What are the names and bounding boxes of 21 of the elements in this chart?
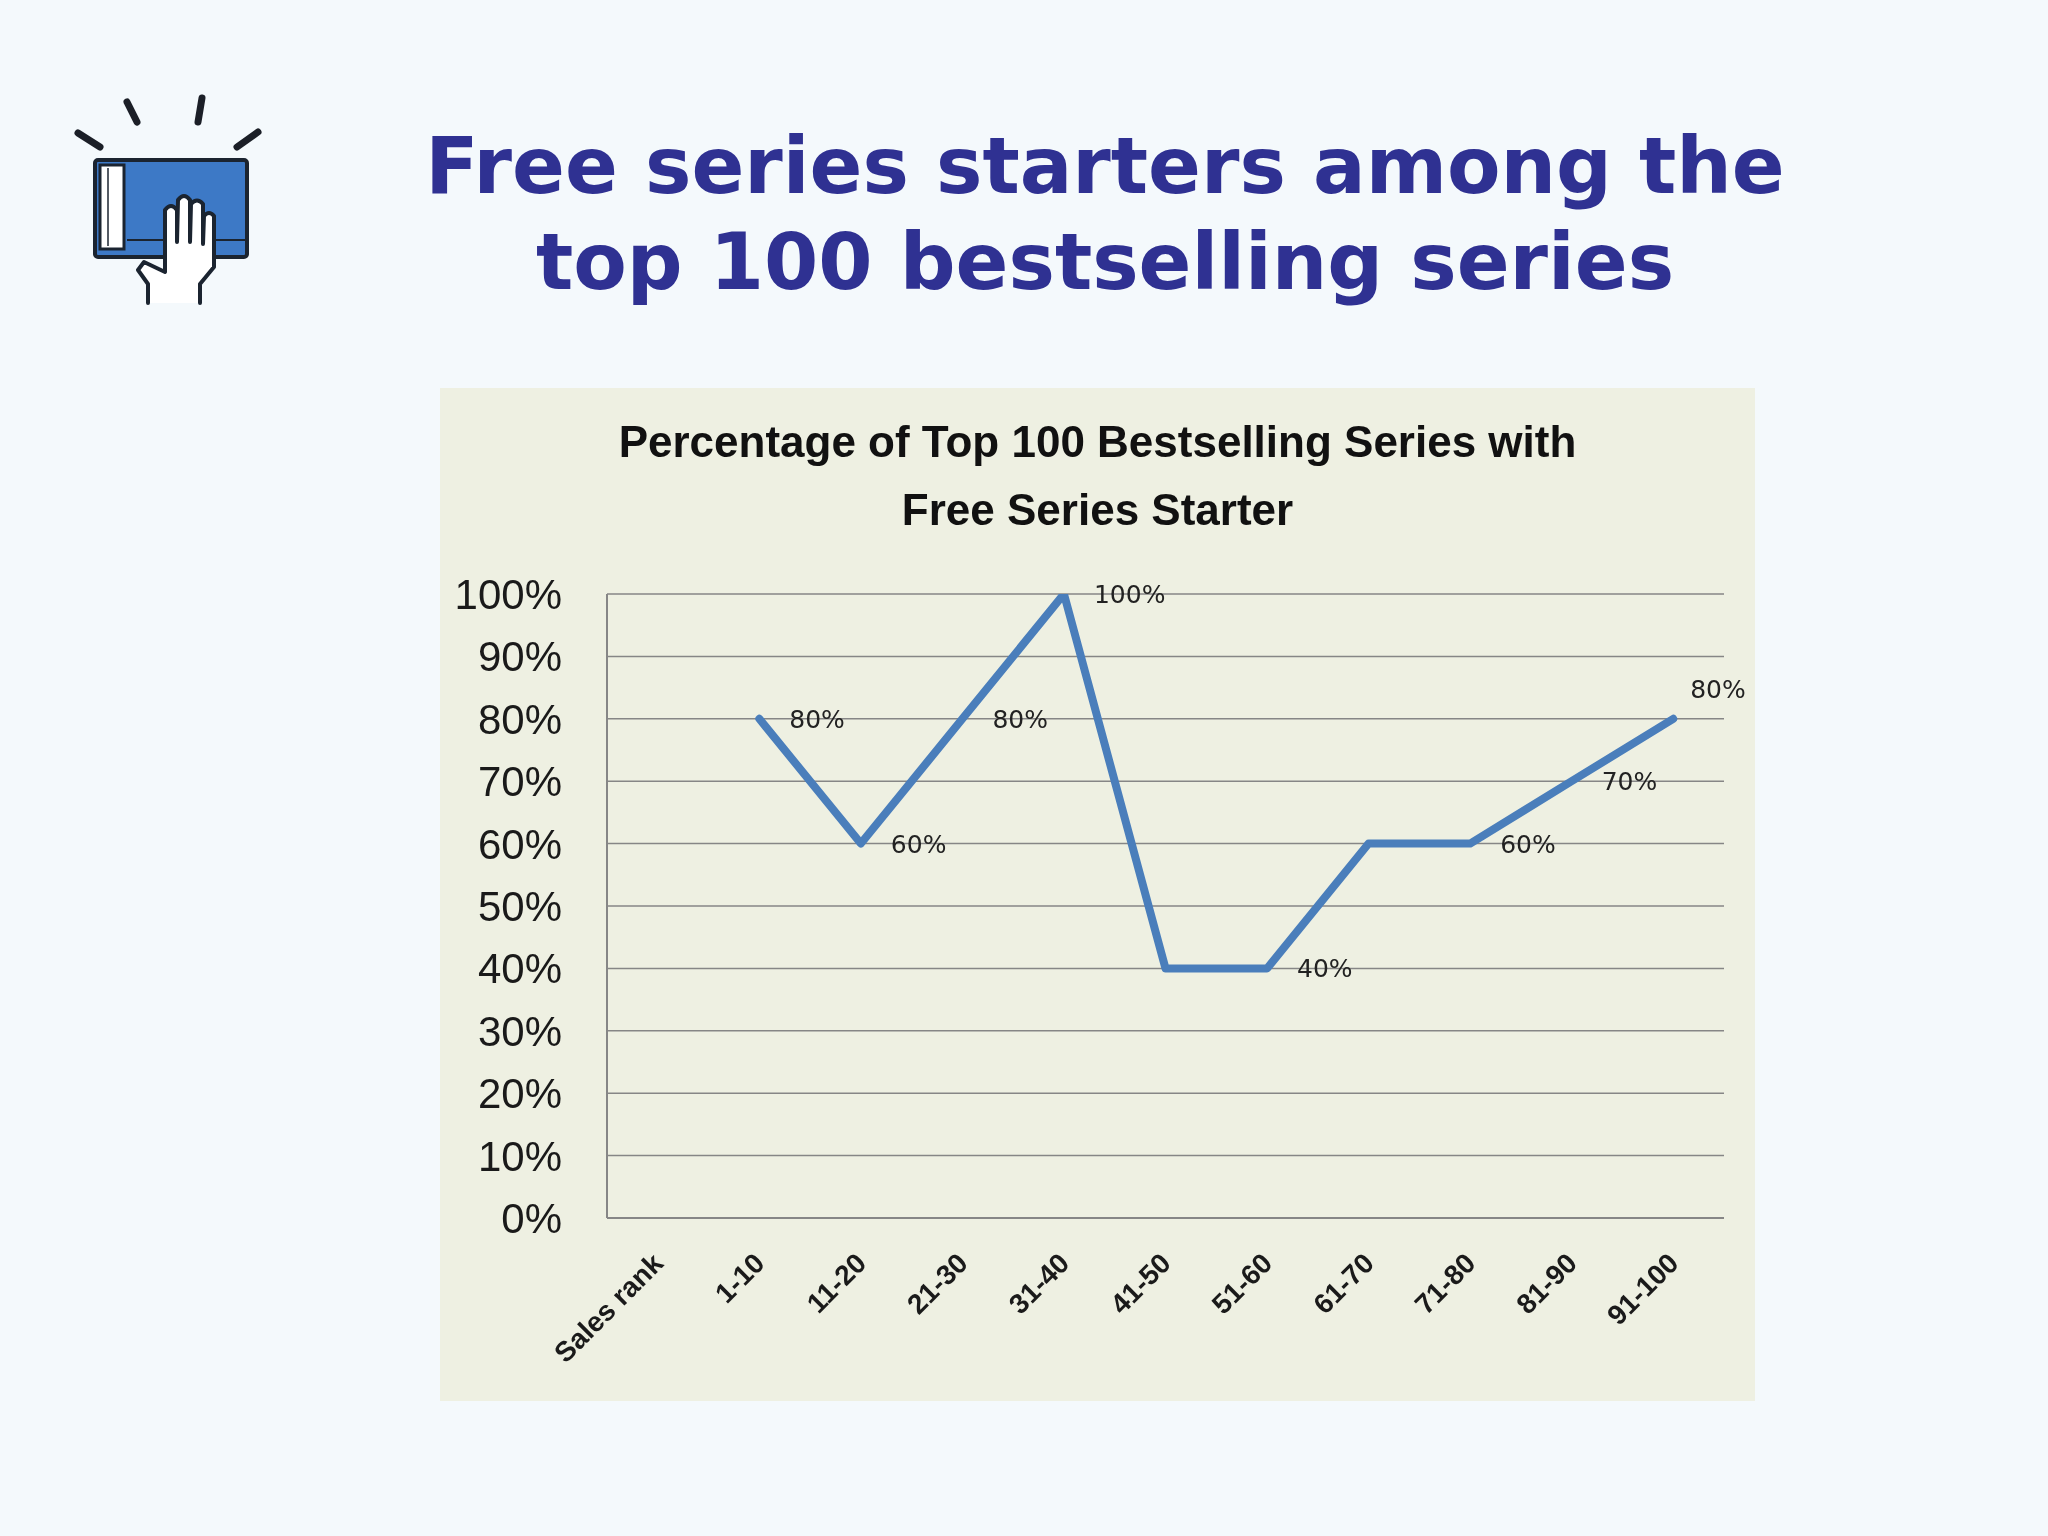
y-tick-label: 40% — [477, 944, 562, 992]
y-tick-label: 100% — [454, 570, 562, 618]
y-tick-label: 20% — [477, 1069, 562, 1117]
y-tick-label: 50% — [477, 882, 562, 930]
y-tick-label: 10% — [477, 1132, 562, 1180]
y-tick-label: 80% — [477, 695, 562, 743]
y-tick-label: 30% — [477, 1007, 562, 1055]
data-label: 100% — [1093, 579, 1166, 609]
data-label: 80% — [1690, 674, 1746, 704]
data-label: 80% — [992, 704, 1048, 734]
data-label: 40% — [1297, 953, 1353, 983]
data-label: 60% — [1500, 829, 1556, 859]
data-label: 80% — [789, 704, 845, 734]
y-tick-label: 90% — [477, 632, 562, 680]
y-tick-label: 70% — [477, 757, 562, 805]
data-label: 60% — [890, 829, 947, 859]
chart-title: Free series starters among the top 100 bestselling series — [424, 120, 1786, 309]
chart-subtitle: Percentage of Top 100 Bestselling Series with Free Series Starter — [617, 416, 1578, 536]
y-tick-label: 0% — [501, 1194, 562, 1242]
y-tick-label: 60% — [477, 820, 562, 868]
data-label: 70% — [1601, 766, 1658, 796]
